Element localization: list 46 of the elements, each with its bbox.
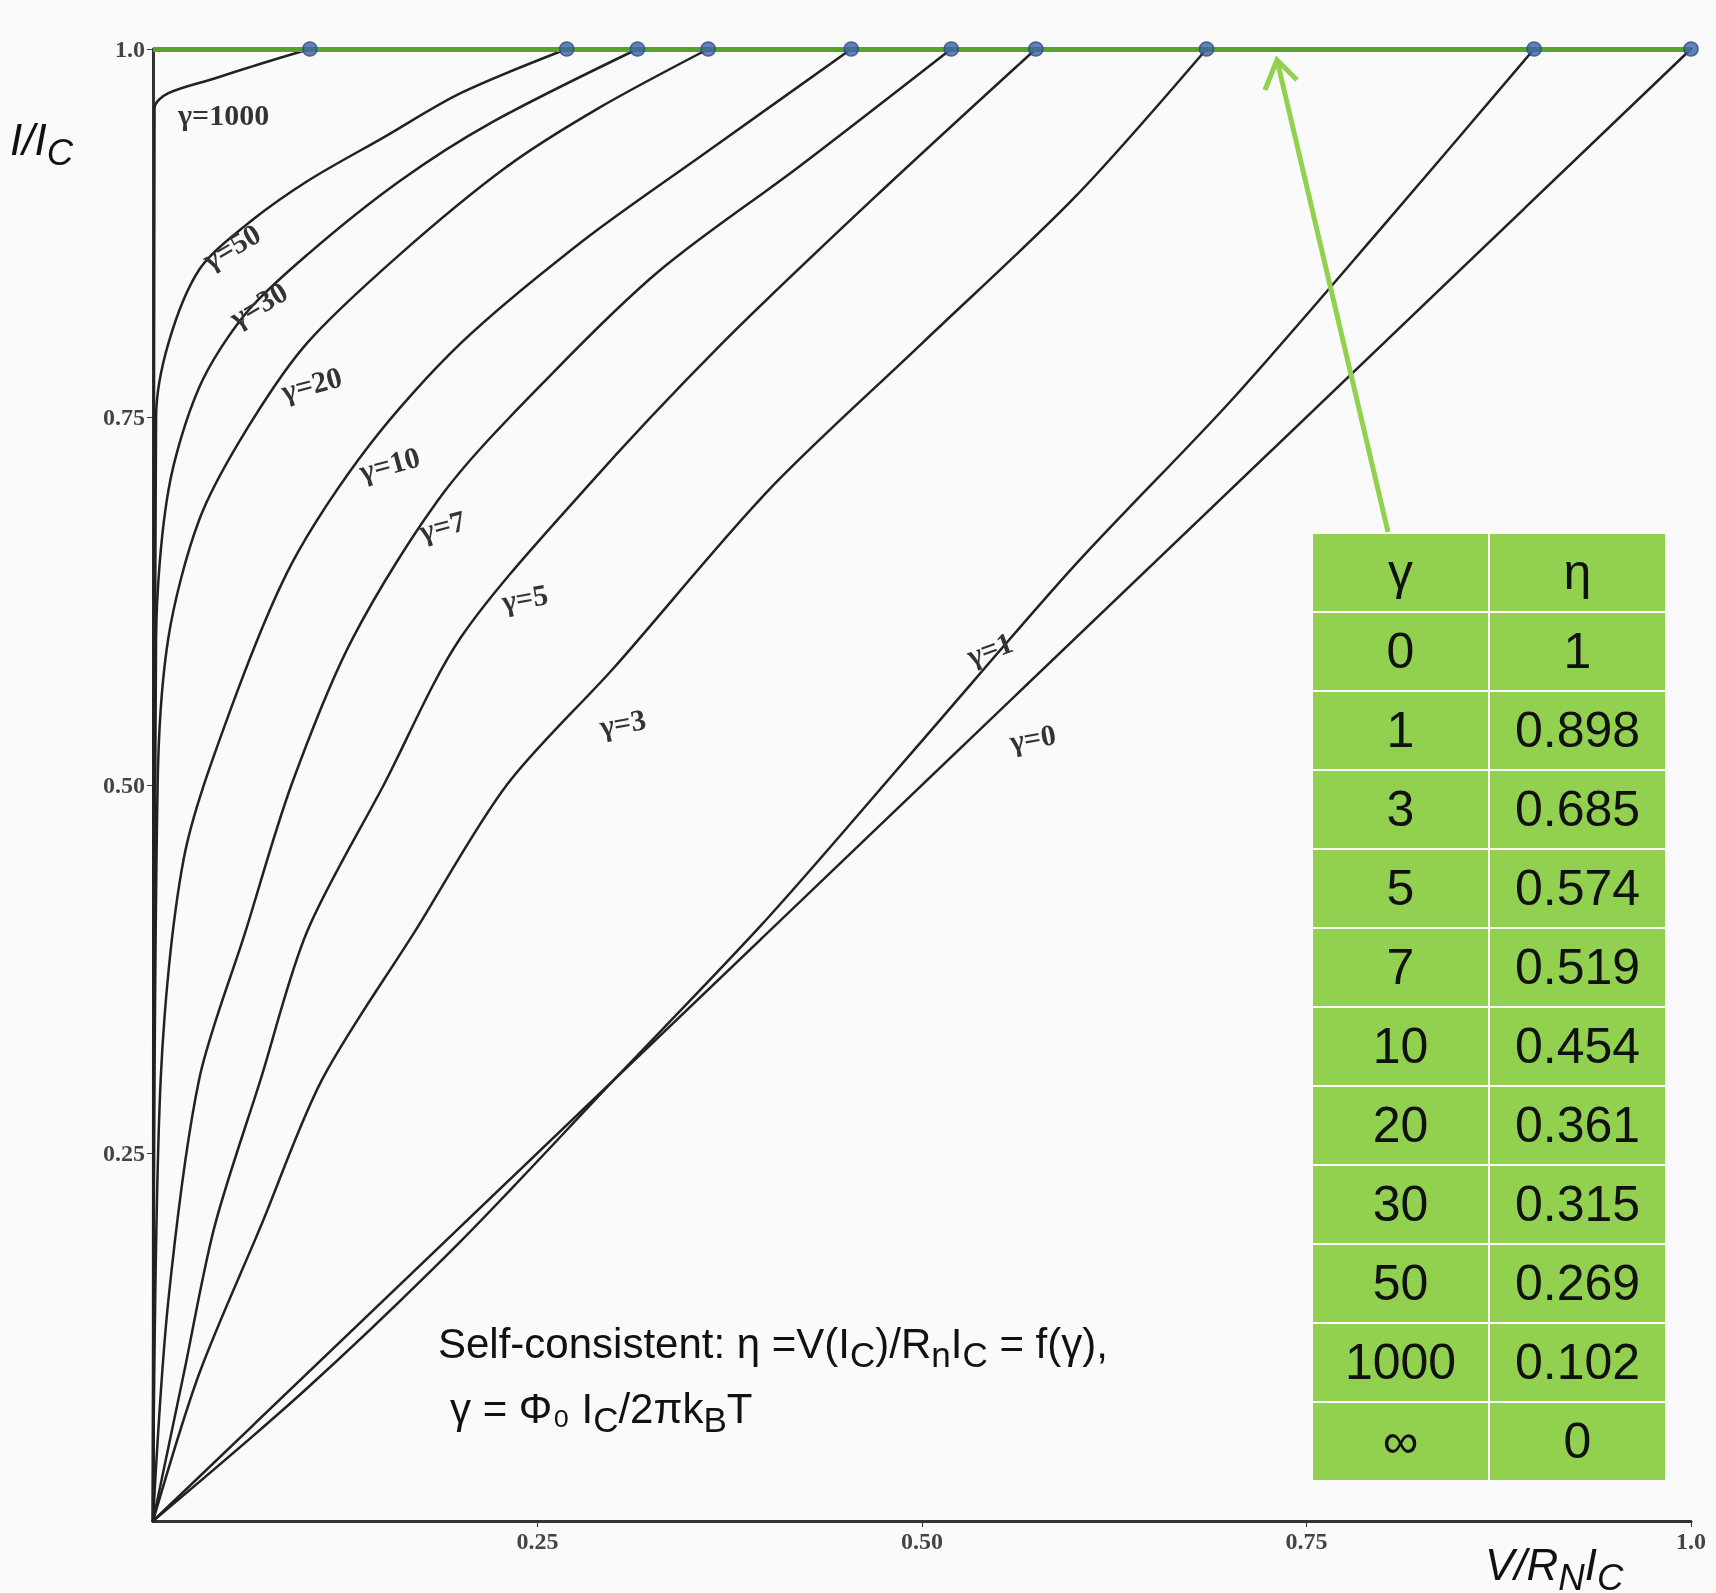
annotation: 0.102 — [1490, 1324, 1665, 1401]
annotation: γ=7 — [415, 503, 469, 549]
annotation: γ=0 — [1007, 717, 1059, 759]
x-axis-title: V/R$_{N}$I$_{C}$ — [1485, 1540, 1624, 1593]
annotation: γ=20 — [277, 359, 346, 409]
annotation: 3 — [1313, 771, 1488, 848]
annotation: 0.898 — [1490, 692, 1665, 769]
annotation: γ=3 — [597, 702, 649, 744]
annotation: 50 — [1313, 1245, 1488, 1322]
annotation: 0.519 — [1490, 929, 1665, 1006]
y-axis-title: I/I$_{C}$ — [10, 115, 74, 174]
annotation: ∞ — [1313, 1403, 1488, 1480]
x-tick-label: 0.75 — [1285, 1528, 1328, 1554]
annotation: γ=30 — [223, 274, 294, 335]
annotation: 5 — [1313, 850, 1488, 927]
annotation: 0.454 — [1490, 1008, 1665, 1085]
annotation: γ — [1313, 534, 1488, 611]
annotation: 1 — [1490, 613, 1665, 690]
annotation: γ=5 — [499, 577, 551, 619]
annotation: Self-consistent: η =V(I$_{C}$)/R$_{n}$I$_{C}$ = f(γ), — [438, 1320, 1108, 1376]
x-tick-label: 0.50 — [901, 1528, 943, 1554]
annotation: 30 — [1313, 1166, 1488, 1243]
annotation: 0.574 — [1490, 850, 1665, 927]
x-tick-label: 0.25 — [516, 1528, 559, 1554]
y-tick-label: 0.25 — [103, 1140, 145, 1166]
annotation: 0.315 — [1490, 1166, 1665, 1243]
annotation: 7 — [1313, 929, 1488, 1006]
annotation: γ=1 — [962, 625, 1018, 673]
annotation: 10 — [1313, 1008, 1488, 1085]
annotation: 0.269 — [1490, 1245, 1665, 1322]
annotation: 0.685 — [1490, 771, 1665, 848]
y-tick-label: 1.0 — [115, 36, 145, 62]
annotation: 1000 — [1313, 1324, 1488, 1401]
annotation: 20 — [1313, 1087, 1488, 1164]
annotation: γ = Φ₀ I$_{C}$/2πk$_{B}$T — [450, 1385, 753, 1441]
x-tick-label: 1.0 — [1676, 1528, 1706, 1554]
y-tick-label: 0.75 — [103, 404, 145, 430]
annotation: 0 — [1490, 1403, 1665, 1480]
annotation: 0.361 — [1490, 1087, 1665, 1164]
annotation: 1 — [1313, 692, 1488, 769]
annotation: η — [1490, 534, 1665, 611]
annotation: γ=10 — [355, 439, 424, 489]
annotation: γ=1000 — [178, 98, 270, 132]
annotation: 0 — [1313, 613, 1488, 690]
y-tick-label: 0.50 — [103, 772, 145, 798]
annotation: γ=50 — [196, 216, 267, 277]
